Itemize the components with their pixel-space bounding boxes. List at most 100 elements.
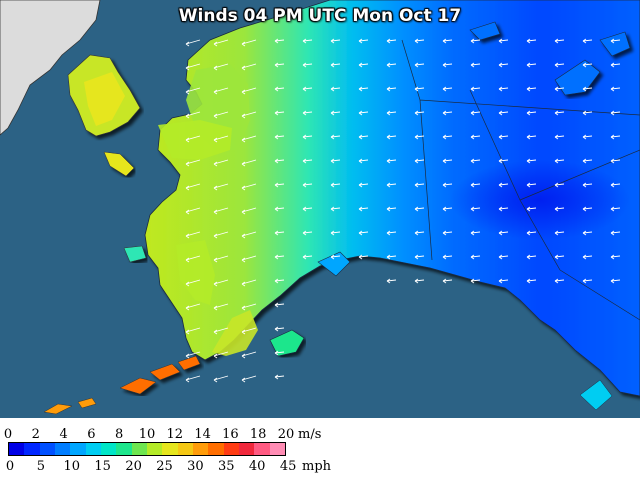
wind-arrow bbox=[526, 182, 537, 188]
color-scale-segment bbox=[146, 443, 163, 455]
wind-arrow bbox=[610, 38, 621, 44]
wind-arrow bbox=[442, 254, 453, 260]
wind-arrow bbox=[470, 278, 481, 284]
wind-arrow bbox=[470, 110, 481, 116]
wind-arrow bbox=[213, 183, 229, 191]
wind-arrow bbox=[358, 230, 369, 236]
color-scale-segment bbox=[24, 443, 40, 455]
wind-arrow bbox=[213, 255, 229, 263]
wind-arrow bbox=[185, 63, 201, 71]
wind-map bbox=[0, 0, 640, 418]
wind-arrow bbox=[185, 159, 201, 167]
aleutian-islands bbox=[119, 355, 201, 395]
wind-arrow bbox=[241, 327, 257, 335]
wind-arrow bbox=[330, 206, 341, 212]
wind-arrow bbox=[185, 255, 201, 263]
ms-tick-label: 12 bbox=[166, 427, 184, 442]
wind-arrow bbox=[213, 87, 229, 95]
color-scale-segment bbox=[208, 443, 224, 455]
wind-arrow bbox=[498, 206, 509, 212]
wind-arrow bbox=[470, 38, 481, 44]
wind-arrow bbox=[442, 86, 453, 92]
wind-arrow bbox=[185, 183, 201, 191]
wind-arrow bbox=[470, 134, 481, 140]
wind-arrow bbox=[274, 302, 285, 308]
mph-tick-label: 45 bbox=[279, 459, 297, 474]
wind-arrow bbox=[330, 254, 341, 260]
wind-arrow bbox=[470, 86, 481, 92]
wind-arrow bbox=[185, 279, 201, 287]
wind-arrow bbox=[582, 182, 593, 188]
wind-arrow bbox=[241, 87, 257, 95]
wind-arrow bbox=[213, 207, 229, 215]
wind-arrow bbox=[610, 254, 621, 260]
wind-arrow bbox=[213, 159, 229, 167]
wind-arrow bbox=[554, 134, 565, 140]
wind-arrow bbox=[498, 38, 509, 44]
color-scale-segment bbox=[54, 443, 71, 455]
color-scale-segment bbox=[70, 443, 86, 455]
wind-arrow bbox=[358, 38, 369, 44]
ms-tick-label: 20 bbox=[277, 427, 295, 442]
color-scale-segment bbox=[254, 443, 270, 455]
wind-arrow bbox=[241, 255, 257, 263]
wind-arrow bbox=[582, 38, 593, 44]
mph-tick-label: 40 bbox=[248, 459, 266, 474]
wind-arrow bbox=[386, 254, 397, 260]
wind-arrow bbox=[274, 86, 285, 92]
map-title: Winds 04 PM UTC Mon Oct 17 bbox=[178, 6, 462, 26]
kodiak-island bbox=[269, 329, 305, 357]
ms-tick-label: 4 bbox=[59, 427, 68, 442]
wind-arrow bbox=[274, 278, 285, 284]
ms-tick-label: 10 bbox=[138, 427, 156, 442]
wind-arrow bbox=[241, 351, 257, 359]
wind-arrow bbox=[302, 86, 313, 92]
wind-arrow bbox=[185, 87, 201, 95]
wind-arrow bbox=[498, 278, 509, 284]
mph-unit-label: mph bbox=[302, 459, 332, 474]
mph-tick-label: 20 bbox=[125, 459, 142, 474]
wind-arrow bbox=[414, 182, 425, 188]
wind-arrow bbox=[582, 158, 593, 164]
wind-arrow bbox=[610, 230, 621, 236]
color-scale-segment bbox=[39, 443, 55, 455]
wind-arrow bbox=[554, 110, 565, 116]
wind-arrow bbox=[358, 254, 369, 260]
wind-arrow bbox=[414, 206, 425, 212]
wind-arrow bbox=[554, 254, 565, 260]
wind-arrow bbox=[185, 207, 201, 215]
wind-arrow bbox=[213, 279, 229, 287]
wind-arrow bbox=[442, 182, 453, 188]
wind-arrow bbox=[213, 351, 229, 359]
wind-arrow bbox=[185, 39, 201, 47]
wind-arrow bbox=[442, 62, 453, 68]
wind-arrow bbox=[414, 86, 425, 92]
wind-arrow bbox=[274, 134, 285, 140]
wind-arrow bbox=[330, 86, 341, 92]
wind-arrow bbox=[442, 134, 453, 140]
wind-arrow bbox=[241, 207, 257, 215]
wind-arrow bbox=[498, 86, 509, 92]
wind-arrow bbox=[582, 254, 593, 260]
wind-arrow bbox=[386, 278, 397, 284]
wind-arrow bbox=[470, 230, 481, 236]
wind-arrow bbox=[274, 326, 285, 332]
wind-arrow bbox=[330, 230, 341, 236]
color-scale-segment bbox=[116, 443, 132, 455]
wind-arrow bbox=[582, 278, 593, 284]
color-scale-segment bbox=[238, 443, 255, 455]
wind-arrow bbox=[442, 110, 453, 116]
wind-arrow bbox=[386, 158, 397, 164]
wind-arrow bbox=[582, 230, 593, 236]
wind-vectors bbox=[185, 38, 621, 383]
wind-arrow bbox=[386, 182, 397, 188]
wind-arrow bbox=[185, 135, 201, 143]
wind-arrow bbox=[185, 327, 201, 335]
mph-tick-label: 25 bbox=[156, 459, 173, 474]
wind-arrow bbox=[526, 38, 537, 44]
wind-arrow bbox=[414, 230, 425, 236]
wind-arrow bbox=[386, 206, 397, 212]
wind-arrow bbox=[241, 279, 257, 287]
wind-arrow bbox=[213, 135, 229, 143]
wind-arrow bbox=[274, 62, 285, 68]
